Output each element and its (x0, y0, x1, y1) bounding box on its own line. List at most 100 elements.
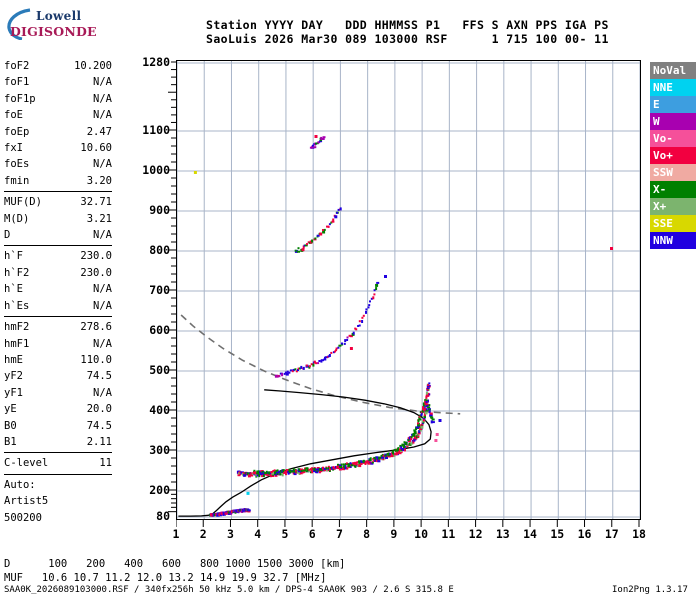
param-group-profile: hmF2 278.6 hmF1 N/A hmE 110.0 yF2 74.5 yF1 N/… (4, 319, 112, 450)
param-key: M(D) (4, 212, 30, 225)
y-axis-tick-label: 1000 (142, 163, 170, 177)
param-group-frequencies: foF2 10.200 foF1 N/A foF1p N/A foE N/A foEp 2… (4, 58, 112, 189)
param-key: yF1 (4, 386, 23, 399)
param-value: 20.0 (86, 403, 112, 416)
param-key: h`Es (4, 299, 30, 312)
y-axis-tick-label: 1280 (142, 55, 170, 69)
param-divider (4, 191, 112, 193)
param-row: fxI 10.60 (4, 140, 112, 156)
param-value: 3.20 (86, 174, 112, 187)
param-row: M(D) 3.21 (4, 211, 112, 227)
x-axis-tick-label: 17 (604, 527, 619, 541)
muf-table-frequencies: MUF 10.6 10.7 11.2 12.0 13.2 14.9 19.9 3… (4, 571, 327, 584)
y-axis-tick-label: 900 (149, 203, 170, 217)
legend-item-nne[interactable]: NNE (650, 79, 696, 96)
param-row: hmF1 N/A (4, 336, 112, 352)
x-axis-tick-label: 5 (281, 527, 289, 541)
param-group-muf: MUF(D) 32.71 M(D) 3.21 D N/A (4, 194, 112, 243)
param-value: 10.200 (74, 60, 112, 72)
ionospheric-parameters-panel: foF2 10.200 foF1 N/A foF1p N/A foE N/A foEp 2… (4, 58, 112, 526)
param-row: hmF2 278.6 (4, 319, 112, 335)
logo-digisonde-text: DIGISONDE (10, 24, 97, 39)
x-axis-tick-label: 1 (172, 527, 180, 541)
x-axis-minor-ticks (176, 520, 640, 527)
legend-item-x-[interactable]: X- (650, 181, 696, 198)
legend-item-vo-[interactable]: Vo+ (650, 147, 696, 164)
param-row: hmE 110.0 (4, 352, 112, 368)
lowell-digisonde-logo: Lowell DIGISONDE (6, 8, 116, 42)
param-value: N/A (93, 92, 112, 105)
ionogram-plot-area[interactable] (176, 60, 641, 520)
y-axis-tick-label: 200 (149, 483, 170, 497)
param-value: N/A (93, 76, 112, 89)
param-value: N/A (93, 158, 112, 171)
y-axis-tick-label: 1100 (142, 123, 170, 137)
legend-item-sse[interactable]: SSE (650, 215, 696, 232)
x-axis-tick-label: 15 (550, 527, 565, 541)
echo-scatter-points (193, 135, 613, 517)
param-value: 2.11 (86, 435, 112, 448)
y-axis-tick-label: 800 (149, 243, 170, 257)
legend-item-x-[interactable]: X+ (650, 198, 696, 215)
param-key: B1 (4, 435, 17, 448)
param-row: h`E N/A (4, 281, 112, 297)
param-row: foF1 N/A (4, 74, 112, 90)
param-key: foF1p (4, 92, 36, 105)
y-axis-minor-ticks (168, 61, 176, 513)
param-value: 2.47 (86, 125, 112, 138)
param-row: yE 20.0 (4, 401, 112, 417)
x-axis-tick-label: 6 (308, 527, 316, 541)
param-row: B1 2.11 (4, 434, 112, 450)
ionogram-canvas (177, 61, 640, 519)
y-axis-tick-label: 80 (156, 509, 170, 523)
param-value: 74.5 (86, 370, 112, 383)
param-key: yF2 (4, 370, 23, 383)
param-row: h`F2 230.0 (4, 265, 112, 281)
param-key: B0 (4, 419, 17, 432)
param-group-virtual-heights: h`F 230.0 h`F2 230.0 h`E N/A h`Es N/A (4, 248, 112, 314)
software-version-label: Ion2Png 1.3.17 (612, 585, 688, 595)
legend-item-e[interactable]: E (650, 96, 696, 113)
param-key: D (4, 229, 11, 242)
param-divider (4, 452, 112, 454)
legend-item-vo-[interactable]: Vo- (650, 130, 696, 147)
x-axis-tick-label: 14 (523, 527, 537, 541)
param-row: foF2 10.200 (4, 58, 112, 74)
header-line-2: SaoLuis 2026 Mar30 089 103000 RSF 1 715 … (206, 32, 609, 46)
param-row: h`Es N/A (4, 298, 112, 314)
param-row: B0 74.5 (4, 418, 112, 434)
param-row: yF2 74.5 (4, 368, 112, 384)
muf-distance-table: D 100 200 400 600 800 1000 1500 3000 [km… (4, 558, 345, 585)
param-value: N/A (93, 299, 112, 312)
param-value: 230.0 (80, 250, 112, 263)
param-key: foEs (4, 158, 30, 171)
legend-item-ssw[interactable]: SSW (650, 164, 696, 181)
param-value: N/A (93, 386, 112, 399)
param-key: MUF(D) (4, 196, 42, 209)
param-row: h`F 230.0 (4, 248, 112, 264)
x-axis-tick-label: 7 (335, 527, 343, 541)
x-axis-tick-label: 12 (468, 527, 483, 541)
legend-item-nnw[interactable]: NNW (650, 232, 696, 249)
y-axis-tick-label: 600 (149, 323, 170, 337)
param-key: foEp (4, 125, 30, 138)
param-group-clevel: C-level 11 (4, 455, 112, 471)
param-row: foEs N/A (4, 156, 112, 172)
param-row: MUF(D) 32.71 (4, 194, 112, 210)
param-value: 74.5 (86, 419, 112, 432)
logo-arc-icon (7, 8, 31, 40)
muf-table-distances: D 100 200 400 600 800 1000 1500 3000 [km… (4, 558, 346, 570)
x-axis-tick-label: 13 (495, 527, 510, 541)
param-key: hmE (4, 353, 23, 366)
param-value: 230.0 (80, 266, 112, 279)
y-axis-tick-label: 300 (149, 443, 170, 457)
param-row: fmin 3.20 (4, 173, 112, 189)
param-key: foF2 (4, 60, 30, 72)
param-key: yE (4, 403, 17, 416)
x-axis-tick-label: 11 (441, 527, 456, 541)
legend-item-noval[interactable]: NoVal (650, 62, 696, 79)
x-axis-tick-label: 3 (227, 527, 234, 541)
file-status-line: SAA0K_2026089103000.RSF / 340fx256h 50 k… (4, 585, 454, 595)
legend-item-w[interactable]: W (650, 113, 696, 130)
param-value: N/A (93, 229, 112, 242)
